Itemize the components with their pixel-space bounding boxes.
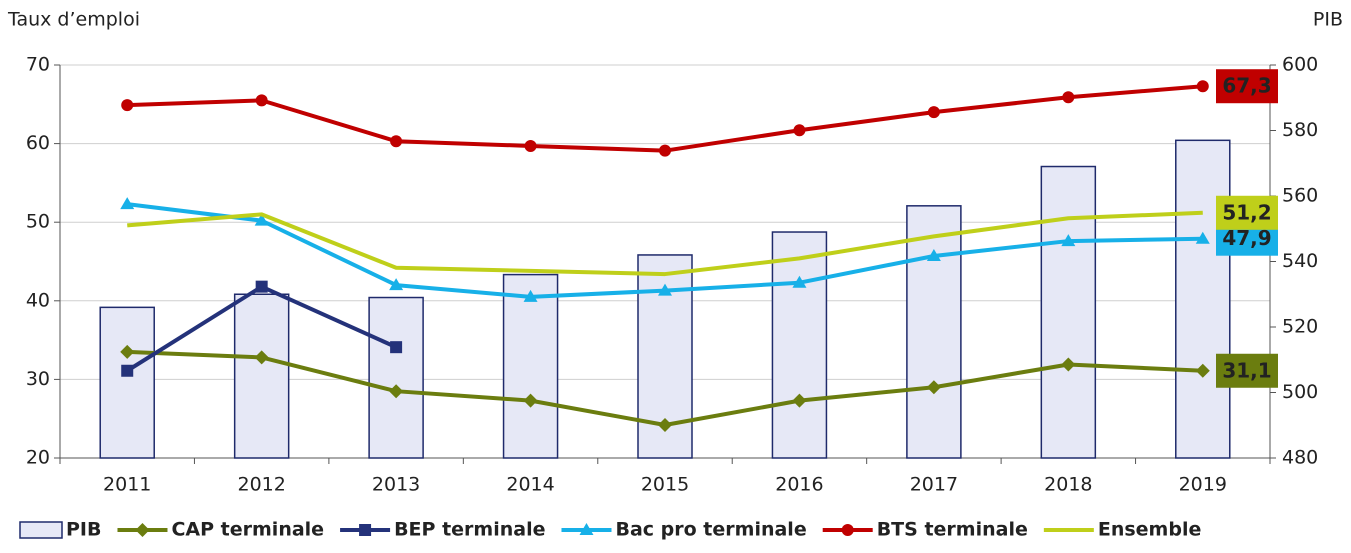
- legend-label: PIB: [66, 519, 101, 541]
- marker: [120, 344, 135, 359]
- marker: [926, 248, 941, 261]
- legend-item: Bac pro terminale: [561, 519, 807, 541]
- y2-tick-label: 600: [1282, 54, 1318, 76]
- x-tick-label: 2018: [1044, 474, 1092, 496]
- marker: [390, 135, 403, 148]
- legend-label: BEP terminale: [394, 519, 545, 541]
- y2-tick-label: 500: [1282, 381, 1318, 403]
- bar: [233, 293, 290, 459]
- marker: [523, 289, 538, 302]
- x-tick-label: 2012: [237, 474, 285, 496]
- legend-swatch: [19, 521, 63, 539]
- y2-tick-label: 560: [1282, 185, 1318, 207]
- x-tick-label: 2013: [372, 474, 420, 496]
- legend-label: Ensemble: [1098, 519, 1202, 541]
- y2-axis-label: PIB: [1313, 9, 1343, 31]
- legend-label: Bac pro terminale: [615, 519, 806, 541]
- marker: [926, 380, 941, 395]
- y-tick-label: 70: [26, 54, 50, 76]
- marker: [390, 341, 403, 354]
- marker: [135, 523, 150, 537]
- y2-tick-label: 580: [1282, 119, 1318, 141]
- line: [127, 210, 1203, 277]
- y-tick-label: 20: [26, 447, 50, 469]
- value-label: 67,3: [1222, 74, 1271, 98]
- value-label-box: [1216, 69, 1278, 104]
- x-tick-label: 2019: [1179, 474, 1227, 496]
- marker: [389, 278, 404, 291]
- bar: [99, 306, 155, 459]
- marker: [579, 523, 594, 535]
- marker: [359, 524, 372, 536]
- legend-item: PIB: [19, 519, 101, 541]
- x-tick-label: 2016: [775, 474, 823, 496]
- marker: [121, 99, 134, 112]
- marker: [1061, 357, 1076, 372]
- legend-item: CAP terminale: [117, 519, 324, 541]
- legend-item: BTS terminale: [822, 519, 1028, 541]
- y2-tick-label: 520: [1282, 316, 1318, 338]
- value-label: 51,2: [1222, 200, 1271, 224]
- legend-item: BEP terminale: [340, 519, 545, 541]
- value-label-box: [1216, 353, 1278, 388]
- marker: [254, 213, 269, 226]
- y-tick-label: 30: [26, 368, 50, 390]
- y2-tick-label: 480: [1282, 447, 1318, 469]
- legend-label: BTS terminale: [877, 519, 1028, 541]
- marker: [792, 393, 807, 408]
- marker: [792, 275, 807, 288]
- value-label: 47,9: [1222, 226, 1271, 250]
- marker: [658, 417, 672, 432]
- y-tick-label: 50: [26, 211, 50, 233]
- x-tick-label: 2014: [506, 474, 554, 496]
- marker: [524, 139, 537, 152]
- marker: [658, 283, 672, 296]
- marker: [1062, 91, 1075, 104]
- y-tick-label: 60: [26, 132, 50, 154]
- marker: [927, 106, 940, 119]
- marker: [254, 350, 269, 365]
- x-tick-label: 2017: [910, 474, 958, 496]
- x-tick-label: 2011: [103, 474, 151, 496]
- bar: [1175, 139, 1231, 459]
- legend-label: CAP terminale: [171, 519, 324, 541]
- marker: [1195, 231, 1210, 244]
- legend-item: Ensemble: [1043, 519, 1202, 541]
- marker: [1196, 80, 1209, 93]
- bar: [368, 296, 424, 459]
- y-tick-label: 40: [26, 289, 50, 311]
- x-tick-label: 2015: [641, 474, 689, 496]
- marker: [389, 384, 404, 399]
- marker: [793, 124, 806, 137]
- bar: [906, 205, 962, 459]
- value-label: 31,1: [1222, 358, 1271, 382]
- marker: [1195, 363, 1210, 378]
- y2-tick-label: 540: [1282, 250, 1318, 272]
- marker: [255, 94, 268, 107]
- marker: [255, 280, 268, 293]
- value-label-box: [1216, 195, 1278, 230]
- marker: [659, 144, 671, 157]
- bar: [502, 273, 559, 459]
- marker: [121, 364, 134, 377]
- y-axis-label: Taux d’emploi: [7, 9, 140, 31]
- marker: [523, 393, 538, 408]
- marker: [1061, 234, 1076, 247]
- line: [127, 84, 1203, 153]
- marker: [120, 197, 135, 210]
- bar: [771, 231, 828, 459]
- bar: [1040, 165, 1097, 459]
- marker: [841, 524, 854, 536]
